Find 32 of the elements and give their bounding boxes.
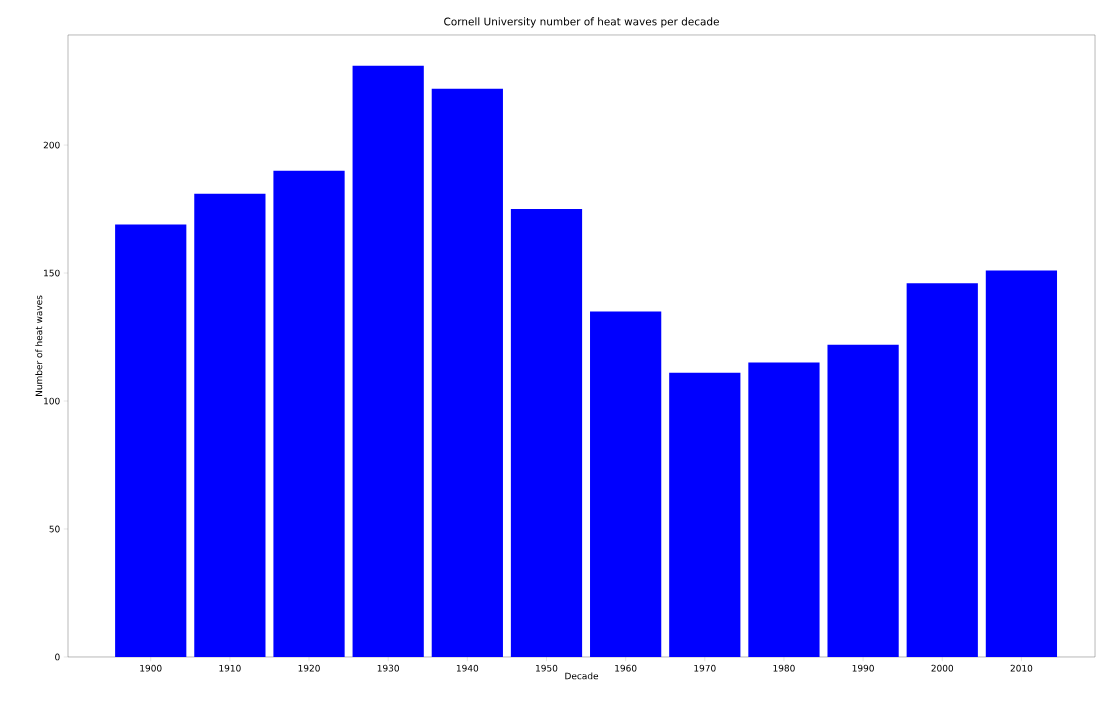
x-tick-label: 1930: [377, 664, 399, 672]
bar: [273, 170, 345, 657]
bar: [748, 362, 820, 657]
x-tick-label: 1940: [456, 664, 479, 672]
y-tick-label: 0: [55, 653, 60, 661]
bar: [194, 193, 266, 657]
x-axis-title: Decade: [565, 672, 599, 680]
x-tick-label: 1980: [773, 664, 795, 672]
bar: [510, 209, 583, 657]
x-tick-label: 1910: [219, 664, 241, 672]
x-tick-label: 2000: [931, 664, 954, 672]
y-axis-title: Number of heat waves: [35, 295, 43, 396]
bar: [352, 65, 424, 657]
bar: [985, 270, 1058, 657]
y-tick-label: 50: [49, 525, 60, 533]
bar: [827, 344, 899, 657]
x-tick-label: 1970: [694, 664, 716, 672]
y-tick-label: 100: [44, 397, 60, 405]
x-tick-label: 2010: [1010, 664, 1033, 672]
y-tick-label: 200: [43, 141, 60, 149]
bar: [115, 224, 187, 657]
bar: [590, 311, 662, 657]
chart-title: Cornell University number of heat waves per decade: [444, 17, 719, 28]
x-tick-label: 1900: [140, 664, 162, 672]
x-tick-label: 1920: [298, 664, 320, 672]
bar: [669, 372, 741, 657]
y-tick-label: 150: [44, 269, 60, 277]
x-tick-label: 1990: [852, 664, 874, 672]
bar: [906, 283, 978, 657]
bar: [431, 88, 503, 657]
x-tick-label: 1960: [615, 664, 637, 672]
x-tick-label: 1950: [536, 664, 558, 672]
